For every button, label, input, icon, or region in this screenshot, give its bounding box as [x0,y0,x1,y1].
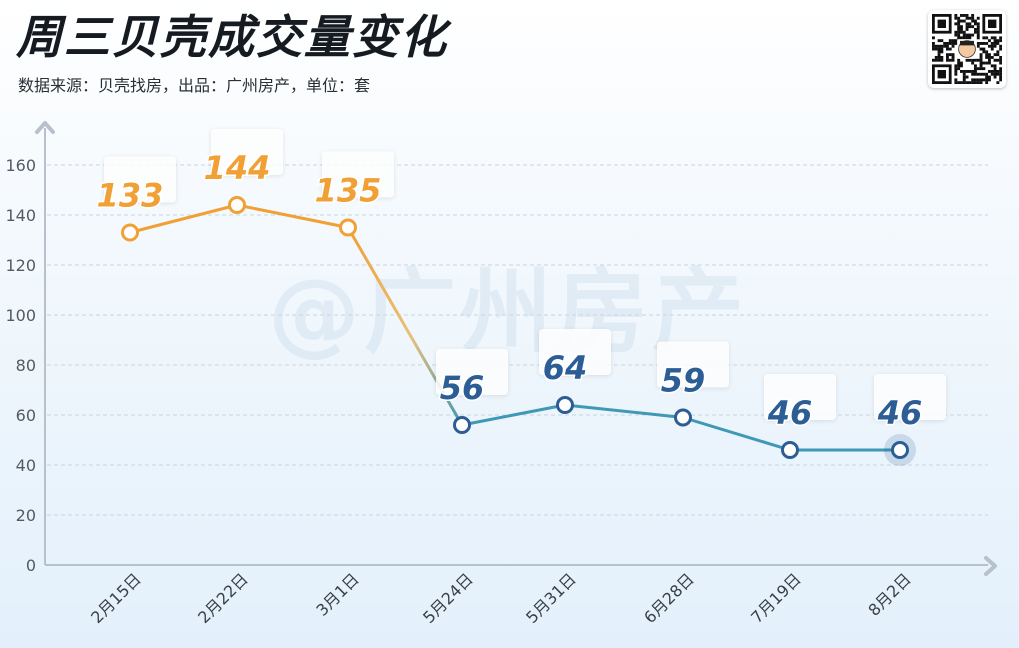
x-tick-label: 8月2日 [864,569,914,619]
x-tick-label: 2月22日 [194,569,252,627]
data-label-card [322,151,394,198]
data-label: 135 [315,172,382,210]
x-tick-label: 7月19日 [747,569,805,627]
y-tick-label: 20 [16,506,36,525]
data-label-card [436,349,508,395]
data-label-card [874,374,946,420]
series-line-segment [681,416,792,452]
data-label: 64 [543,349,588,387]
y-tick-label: 40 [16,456,36,475]
data-point [674,408,692,427]
data-point [121,223,139,242]
data-label-card [539,329,611,375]
data-label: 56 [440,369,485,407]
y-tick-label: 120 [5,256,36,275]
data-label: 59 [661,362,706,400]
x-axis-arrow-icon [984,556,997,576]
data-point [228,196,246,214]
y-axis-arrow-icon [35,121,55,134]
data-label: 46 [767,394,813,432]
y-tick-label: 100 [5,306,36,325]
data-label-card [657,341,729,388]
series-line-segment [460,403,567,427]
y-tick-label: 140 [5,206,36,225]
data-label: 46 [877,394,923,432]
chart-subtitle: 数据来源：贝壳找房，出品：广州房产，单位：套 [18,76,371,95]
y-tick-label: 80 [16,356,36,375]
data-point [891,441,909,459]
data-label: 144 [204,149,271,187]
axes [35,121,997,576]
data-label: 133 [97,177,164,215]
chart-title: 周三贝壳成交量变化 [16,10,448,64]
series-line-segment [563,403,685,419]
data-point [781,441,799,459]
data-label-card [104,156,176,203]
qr-code-icon [928,10,1006,88]
data-point [556,396,574,414]
x-tick-label: 2月15日 [87,569,145,627]
series-line-segment [128,203,239,234]
data-point [339,218,357,237]
data-label-card [764,374,836,420]
y-tick-label: 60 [16,406,36,425]
data-label-card [211,129,283,175]
series-line-segment [235,203,350,229]
x-tick-label: 3月1日 [312,569,362,619]
y-tick-label: 0 [26,556,36,575]
data-point [453,416,471,434]
x-tick-label: 5月31日 [522,569,580,627]
y-tick-label: 160 [5,156,36,175]
x-tick-label: 6月28日 [640,569,698,627]
x-tick-label: 5月24日 [419,569,477,627]
